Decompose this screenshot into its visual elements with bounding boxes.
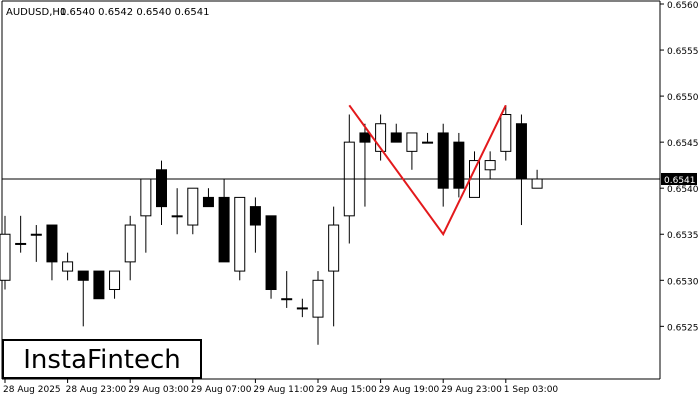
y-axis: 0.6560 0.6555 0.6550 0.6545 0.6540 0.6535 0.65… [660,1,699,333]
current-price-label: 0.6541 [664,176,696,186]
logo-text: InstaFintech [23,345,181,375]
candle-body-bullish [62,261,74,272]
candle-body-bullish [422,141,434,144]
candle-body-bullish [15,242,27,245]
current-price-tag [661,172,697,185]
candle-body-bullish [328,224,340,272]
candles-layer [0,105,543,345]
candle-body-bullish [171,215,183,218]
candle-body-bearish [156,169,167,208]
candle-body-bearish [93,270,105,300]
candle-body-bullish [109,270,121,291]
pattern-line [348,104,507,237]
y-tick-label: 0.6540 [667,185,699,195]
x-tick-label: 28 Aug 23:00 [66,385,127,395]
candle-body-bearish [265,215,277,291]
y-tick-label: 0.6530 [667,277,699,287]
logo-box [2,339,202,379]
double-top-pattern [348,104,507,237]
candle-body-bullish [375,123,387,152]
x-tick-label: 29 Aug 03:00 [128,385,189,395]
x-tick-label: 29 Aug 07:00 [191,385,252,395]
y-tick-label: 0.6525 [667,323,699,333]
x-tick-label: 29 Aug 15:00 [316,385,377,395]
candle-body-bullish [0,233,11,281]
x-tick-label: 1 Sep 03:00 [504,385,559,395]
candle-body-bearish [359,132,371,143]
candle-body-bullish [30,233,42,236]
candle-body-bullish [124,224,136,263]
candle-body-bearish [218,196,230,263]
x-tick-label: 28 Aug 2025 [3,385,61,395]
candle-body-bearish [249,206,261,226]
candle-body-bearish [46,224,58,263]
candle-body-bullish [500,114,512,152]
y-tick-label: 0.6535 [667,231,699,241]
candle-body-bearish [437,132,449,189]
symbol-label: AUDUSD,H1 [6,7,66,18]
candle-body-bearish [453,141,465,189]
candle-body-bullish [484,160,496,171]
y-tick-label: 0.6545 [667,139,699,149]
x-tick-label: 29 Aug 23:00 [441,385,502,395]
candle-body-bearish [390,132,402,143]
x-axis: 28 Aug 2025 28 Aug 23:00 29 Aug 03:00 29 Au… [3,379,558,395]
y-tick-label: 0.6560 [667,1,699,11]
candle-body-bullish [140,178,152,217]
candle-body-bullish [234,196,246,272]
candle-body-bullish [281,298,293,301]
ohlc-label: 0.6540 0.6542 0.6540 0.6541 [60,7,210,18]
y-tick-label: 0.6555 [667,47,699,57]
x-tick-label: 29 Aug 11:00 [253,385,314,395]
candle-body-bearish [515,123,527,180]
candle-body-bullish [312,279,324,318]
current-price-layer: 0.6541 [2,172,697,186]
candle-body-bullish [187,187,199,226]
candle-body-bearish [202,196,214,208]
y-tick-label: 0.6550 [667,93,699,103]
candle-body-bullish [531,178,543,189]
candle-body-bearish [77,270,89,281]
candle-body-bullish [296,307,308,310]
candle-body-bullish [406,132,418,152]
x-tick-label: 29 Aug 19:00 [379,385,440,395]
